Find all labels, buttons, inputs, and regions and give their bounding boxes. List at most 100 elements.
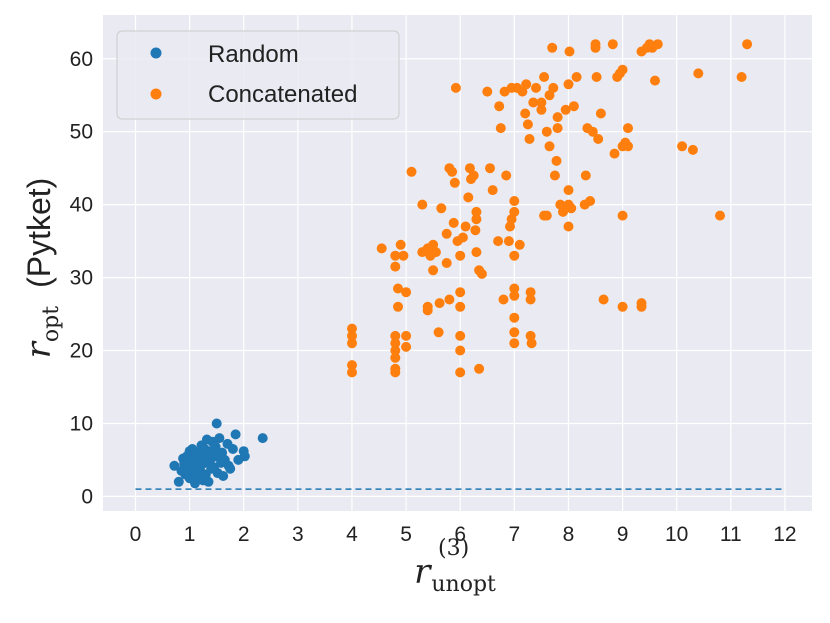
point-concatenated [503,236,514,247]
point-concatenated [471,214,482,225]
point-concatenated [536,104,547,115]
legend-marker-random [150,47,162,59]
point-concatenated [455,367,466,378]
point-random [225,463,236,474]
x-axis-label-superscript: (3) [438,536,469,561]
point-concatenated [390,367,401,378]
point-concatenated [417,199,428,210]
point-concatenated [595,108,606,119]
point-random [227,444,238,454]
point-concatenated [736,72,747,82]
point-random [203,476,214,487]
point-concatenated [509,283,520,294]
point-concatenated [482,86,493,97]
data-points [169,39,753,489]
point-random [230,429,241,440]
point-concatenated [509,290,520,301]
point-concatenated [485,163,495,174]
point-concatenated [509,206,520,217]
point-concatenated [580,170,591,181]
point-concatenated [563,185,574,196]
x-axis-label-base: r [414,552,432,592]
point-concatenated [401,330,412,341]
point-concatenated [531,82,541,93]
point-concatenated [422,305,433,316]
point-concatenated [617,301,628,312]
point-concatenated [563,221,574,232]
point-concatenated [470,225,481,236]
point-concatenated [687,144,698,155]
point-concatenated [347,338,357,349]
point-concatenated [521,79,532,90]
point-concatenated [552,112,563,123]
point-concatenated [509,312,520,323]
point-concatenated [463,192,474,203]
point-concatenated [652,39,663,50]
point-concatenated [525,287,536,298]
point-concatenated [494,101,505,112]
point-concatenated [434,298,445,309]
point-random [239,451,250,462]
point-concatenated [460,221,471,232]
y-tick-label: 0 [81,485,93,508]
x-tick-label: 10 [665,523,688,546]
point-concatenated [742,39,753,50]
point-concatenated [509,250,520,261]
point-concatenated [568,101,579,112]
point-concatenated [591,72,602,82]
point-concatenated [449,177,460,188]
point-concatenated [474,363,485,374]
point-concatenated [617,64,628,75]
point-concatenated [536,97,547,108]
point-concatenated [514,239,525,250]
point-concatenated [590,39,601,50]
point-concatenated [444,294,455,305]
point-concatenated [436,203,447,214]
x-tick-label: 6 [454,523,466,546]
y-axis-label-suffix: (Pytket) [21,178,57,288]
point-concatenated [441,258,452,268]
point-concatenated [495,123,506,134]
point-random [210,441,221,452]
point-concatenated [509,338,520,349]
point-concatenated [347,330,357,341]
point-concatenated [623,141,633,152]
x-tick-label: 12 [773,523,796,546]
point-concatenated [598,294,609,305]
point-concatenated [455,287,466,298]
point-concatenated [430,247,441,258]
point-concatenated [390,345,401,356]
point-concatenated [607,39,618,50]
point-concatenated [593,134,604,144]
point-concatenated [390,261,401,272]
x-tick-label: 8 [563,523,575,546]
point-random [214,433,225,444]
y-axis-label-subscript: opt [39,306,64,342]
legend: Random Concatenated [116,30,400,120]
point-concatenated [493,236,504,247]
x-tick-label: 7 [508,523,520,546]
svg-text:ropt(Pytket): ropt (Pytket) [19,178,64,359]
x-tick-label: 11 [720,523,742,546]
y-tick-label: 20 [70,340,93,363]
point-concatenated [441,228,452,239]
point-concatenated [450,82,461,93]
point-concatenated [715,210,725,221]
x-axis-label: runopt [414,552,496,597]
point-concatenated [501,170,512,181]
point-concatenated [390,250,401,261]
point-concatenated [398,250,409,261]
point-concatenated [571,72,582,82]
point-concatenated [471,206,482,217]
point-concatenated [401,287,412,298]
point-concatenated [390,352,401,363]
point-concatenated [693,68,704,79]
legend-label-random: Random [208,41,299,68]
point-concatenated [524,134,535,144]
point-concatenated [390,338,401,349]
point-random [218,471,229,481]
point-concatenated [587,126,598,137]
y-tick-label: 30 [70,267,93,290]
point-concatenated [609,148,620,159]
point-concatenated [526,338,537,349]
